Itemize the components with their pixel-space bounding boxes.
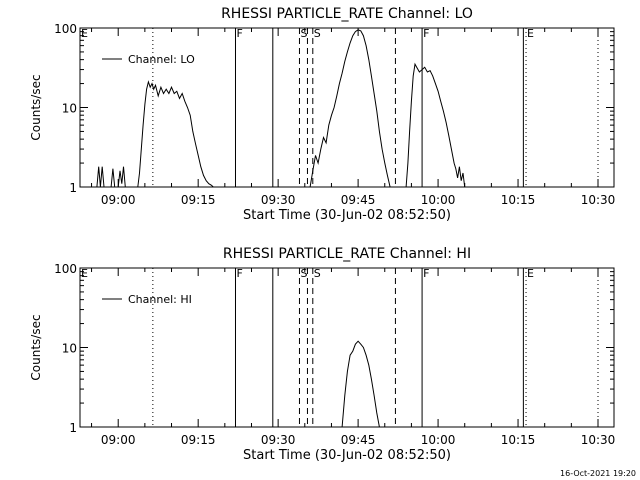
event-marker-label: S [300,267,307,280]
x-tick-label: 10:15 [501,193,536,207]
chart-title: RHESSI PARTICLE_RATE Channel: LO [221,6,473,22]
series-line [117,166,126,188]
series-line [405,62,466,188]
y-axis-label: Counts/sec [29,314,43,380]
event-marker-label: F [236,27,242,40]
x-tick-label: 10:00 [421,193,456,207]
x-tick-label: 09:45 [341,433,376,447]
event-marker-label: E [527,267,534,280]
x-tick-label: 10:30 [581,433,616,447]
event-marker-label: F [423,267,429,280]
x-tick-label: 09:45 [341,193,376,207]
lo-channel-panel: RHESSI PARTICLE_RATE Channel: LO 1 10 100 09… [29,6,615,223]
hi-channel-panel: RHESSI PARTICLE_RATE Channel: HI 1 10 100 09… [29,246,615,463]
y-tick-label: 100 [54,262,77,276]
y-tick-label: 10 [62,342,77,356]
legend-label: Channel: HI [128,293,192,306]
legend-label: Channel: LO [128,53,195,66]
series-line [309,29,391,188]
event-marker-label: S [300,27,307,40]
y-tick-label: 100 [54,22,77,36]
event-marker-label: E [527,27,534,40]
series-line [110,168,116,188]
event-marker-label: S [314,27,321,40]
series-line [341,340,380,428]
y-tick-label: 1 [69,181,77,195]
series-line [96,166,105,188]
x-tick-label: 10:30 [581,193,616,207]
x-tick-label: 09:15 [181,193,216,207]
event-marker-label: F [236,267,242,280]
series-line [137,80,214,188]
x-tick-label: 10:15 [501,433,536,447]
x-axis-label: Start Time (30-Jun-02 08:52:50) [243,208,451,223]
x-axis-label: Start Time (30-Jun-02 08:52:50) [243,448,451,463]
event-marker-label: E [81,267,88,280]
x-tick-label: 09:15 [181,433,216,447]
plot-frame [79,267,615,428]
event-marker-label: S [314,267,321,280]
x-tick-label: 09:30 [261,433,296,447]
y-tick-label: 10 [62,102,77,116]
event-marker-label: F [423,27,429,40]
x-tick-label: 09:30 [261,193,296,207]
y-axis-label: Counts/sec [29,74,43,140]
y-tick-label: 1 [69,421,77,435]
chart-title: RHESSI PARTICLE_RATE Channel: HI [223,246,471,262]
footer-timestamp: 16-Oct-2021 19:20 [560,469,636,478]
event-marker-label: E [81,27,88,40]
x-tick-label: 09:00 [101,433,136,447]
x-tick-label: 10:00 [421,433,456,447]
x-tick-label: 09:00 [101,193,136,207]
